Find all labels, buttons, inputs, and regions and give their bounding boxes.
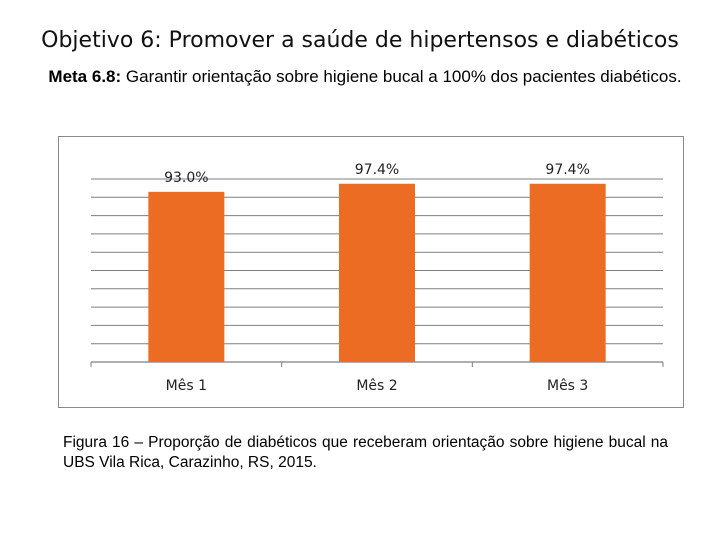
data-label-1: 93.0%: [164, 170, 208, 186]
goal-statement: Meta 6.8: Garantir orientação sobre higi…: [40, 66, 690, 88]
chart-frame: 93.0% Mês 1 97.4% Mês 2 97.4% Mês 3: [58, 136, 684, 408]
bar-1: [148, 191, 225, 362]
figure-caption: Figura 16 – Proporção de diabéticos que …: [63, 434, 668, 471]
data-label-3: 97.4%: [545, 162, 589, 178]
slide-title: Objetivo 6: Promover a saúde de hiperten…: [41, 28, 679, 53]
category-label-1: Mês 1: [166, 378, 207, 394]
goal-text: Garantir orientação sobre higiene bucal …: [125, 67, 682, 86]
bar-chart: 93.0% Mês 1 97.4% Mês 2 97.4% Mês 3: [90, 162, 664, 394]
bar-2: [339, 183, 415, 362]
bar-3: [529, 183, 606, 362]
category-label-3: Mês 3: [547, 378, 588, 394]
goal-label: Meta 6.8:: [48, 67, 122, 86]
data-label-2: 97.4%: [355, 162, 399, 178]
category-label-2: Mês 2: [356, 378, 397, 394]
